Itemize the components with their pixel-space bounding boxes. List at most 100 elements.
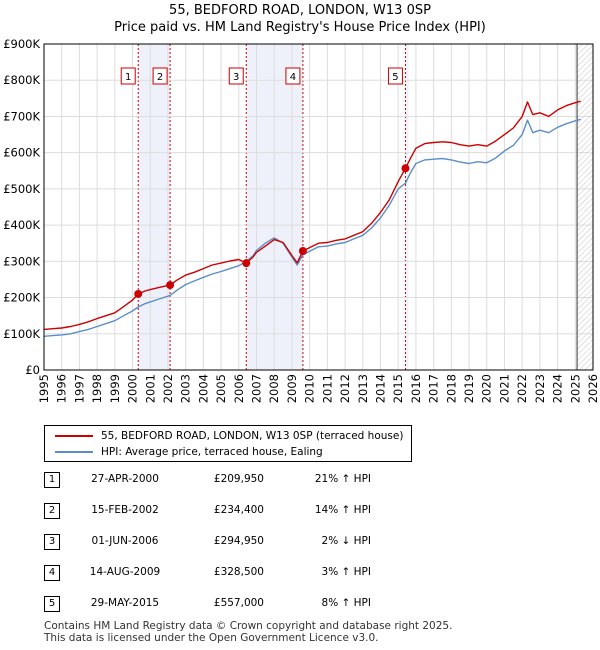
x-tick-label: 2015	[391, 374, 405, 403]
y-tick-label: £600K	[3, 146, 40, 160]
x-tick-label: 2000	[126, 374, 140, 403]
x-tick-label: 2011	[320, 374, 334, 403]
x-tick-label: 2005	[214, 374, 228, 403]
y-tick-label: £800K	[3, 73, 40, 87]
sale-period-band	[405, 44, 409, 370]
x-tick-label: 2021	[497, 374, 511, 403]
x-tick-label: 2019	[462, 374, 476, 403]
property-series-line	[43, 100, 581, 331]
sale-period-band	[138, 44, 171, 370]
footer: Contains HM Land Registry data © Crown c…	[44, 620, 452, 644]
sale-price: £294,950	[213, 535, 264, 547]
price-chart: £0 £100K £200K £300K £400K £500K £600K £700K £80…	[3, 38, 600, 403]
x-tick-label: 2014	[373, 374, 387, 403]
x-tick-label: 1995	[37, 374, 51, 403]
sale-number: 3	[44, 534, 60, 550]
x-tick-label: 2009	[285, 374, 299, 403]
y-tick-label: £300K	[3, 254, 40, 268]
sale-label-number: 3	[233, 72, 239, 83]
x-tick-label: 2007	[250, 374, 264, 403]
legend: 55, BEDFORD ROAD, LONDON, W13 0SP (terra…	[44, 425, 412, 462]
sale-price: £557,000	[213, 597, 264, 609]
sale-hpi-change: 21% ↑ HPI	[314, 473, 371, 485]
legend-item-property: 55, BEDFORD ROAD, LONDON, W13 0SP (terra…	[55, 429, 403, 443]
sale-date: 29-MAY-2015	[90, 597, 160, 609]
sale-date: 27-APR-2000	[91, 473, 159, 485]
sale-label-frame	[387, 67, 403, 85]
x-tick-label: 2024	[551, 374, 565, 403]
x-tick-label: 2020	[480, 374, 494, 403]
sale-date: 14-AUG-2009	[89, 566, 161, 578]
legend-swatch-property	[55, 435, 93, 437]
x-tick-label: 2022	[515, 374, 529, 403]
sale-label-number: 1	[125, 72, 131, 83]
x-tick-label: 2002	[161, 374, 175, 403]
sale-label-frame	[285, 67, 301, 85]
sale-price: £209,950	[213, 473, 264, 485]
sale-label-box: 1	[120, 67, 136, 85]
x-tick-label: 1997	[72, 374, 86, 403]
sale-hpi-change: 8% ↑ HPI	[321, 597, 371, 609]
sale-label-frame	[152, 67, 168, 85]
sale-point	[401, 164, 410, 173]
x-tick-label: 2018	[444, 374, 458, 403]
x-tick-label: 2008	[267, 374, 281, 403]
y-tick-label: £500K	[3, 182, 40, 196]
x-tick-label: 2004	[196, 374, 210, 403]
sale-hpi-change: 3% ↑ HPI	[321, 566, 371, 578]
sale-row: 1 27-APR-2000 £209,950 21% ↑ HPI	[44, 470, 404, 490]
sale-point	[298, 247, 307, 256]
x-tick-label: 2013	[356, 374, 370, 403]
y-tick-label: £400K	[3, 218, 40, 232]
legend-item-hpi: HPI: Average price, terraced house, Eali…	[55, 445, 323, 459]
sale-date: 15-FEB-2002	[91, 504, 159, 516]
sale-label-frame	[228, 67, 244, 85]
hpi-series-line	[43, 118, 581, 337]
sale-price: £234,400	[213, 504, 264, 516]
x-tick-label: 2012	[338, 374, 352, 403]
sale-label-number: 2	[157, 72, 163, 83]
sale-label-number: 5	[392, 72, 398, 83]
sale-number: 5	[44, 596, 60, 612]
x-tick-label: 2016	[409, 374, 423, 403]
sale-label-box: 2	[152, 67, 168, 85]
sale-point	[242, 259, 251, 268]
y-tick-label: £100K	[3, 327, 40, 341]
chart-title: 55, BEDFORD ROAD, LONDON, W13 0SP Price …	[0, 2, 600, 36]
sale-date: 01-JUN-2006	[91, 535, 159, 547]
sale-point	[166, 281, 175, 290]
sale-label-frame	[120, 67, 136, 85]
legend-swatch-hpi	[55, 451, 93, 453]
legend-label-property: 55, BEDFORD ROAD, LONDON, W13 0SP (terra…	[101, 430, 404, 442]
sale-row: 3 01-JUN-2006 £294,950 2% ↓ HPI	[44, 532, 404, 552]
x-tick-label: 2010	[303, 374, 317, 403]
sale-label-box: 5	[387, 67, 403, 85]
sale-number: 1	[44, 472, 60, 488]
x-tick-label: 1996	[55, 374, 69, 403]
sale-row: 5 29-MAY-2015 £557,000 8% ↑ HPI	[44, 594, 404, 614]
x-tick-label: 2025	[568, 374, 582, 403]
title-subtitle: Price paid vs. HM Land Registry's House …	[114, 20, 486, 35]
x-tick-label: 2001	[143, 374, 157, 403]
sale-label-box: 3	[228, 67, 244, 85]
y-tick-label: £900K	[3, 38, 40, 51]
sale-price: £328,500	[213, 566, 264, 578]
sale-label-number: 4	[290, 72, 296, 83]
x-tick-label: 2017	[427, 374, 441, 403]
x-tick-label: 2026	[586, 374, 600, 403]
sale-number: 4	[44, 565, 60, 581]
projection-hatch	[577, 44, 593, 370]
footer-copyright: Contains HM Land Registry data © Crown c…	[44, 620, 453, 632]
x-tick-label: 2006	[232, 374, 246, 403]
title-address: 55, BEDFORD ROAD, LONDON, W13 0SP	[169, 3, 431, 18]
sale-label-box: 4	[285, 67, 301, 85]
sale-row: 4 14-AUG-2009 £328,500 3% ↑ HPI	[44, 563, 404, 583]
sale-point	[134, 289, 143, 298]
footer-licence: This data is licensed under the Open Gov…	[44, 632, 379, 644]
sale-hpi-change: 2% ↓ HPI	[321, 535, 371, 547]
plot-frame	[43, 43, 594, 371]
y-tick-label: £700K	[3, 109, 40, 123]
sale-number: 2	[44, 503, 60, 519]
x-tick-label: 1999	[108, 374, 122, 403]
y-tick-label: £200K	[3, 291, 40, 305]
